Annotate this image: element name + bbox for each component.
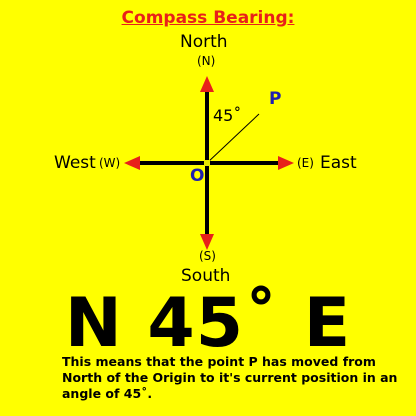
explanation-text: This means that the point P has moved fr… <box>62 354 398 401</box>
south-arrowhead <box>200 234 214 250</box>
east-label: East <box>320 153 357 173</box>
north-abbr: (N) <box>197 54 216 68</box>
east-arrowhead <box>278 156 294 170</box>
north-arrowhead <box>200 76 214 92</box>
bearing-line <box>206 113 260 164</box>
south-abbr: (S) <box>199 249 216 263</box>
east-abbr: (E) <box>297 156 314 170</box>
west-abbr: (W) <box>99 156 121 170</box>
origin-label: O <box>190 166 205 186</box>
origin-point <box>204 160 210 166</box>
north-label: North <box>180 32 228 52</box>
west-arrowhead <box>124 156 140 170</box>
bearing-notation: N 45˚ E <box>64 284 352 363</box>
west-label: West <box>54 153 96 173</box>
south-label: South <box>181 266 231 286</box>
angle-label: 45˚ <box>213 106 242 125</box>
point-p-label: P <box>269 89 282 109</box>
diagram-title: Compass Bearing: <box>121 8 295 28</box>
